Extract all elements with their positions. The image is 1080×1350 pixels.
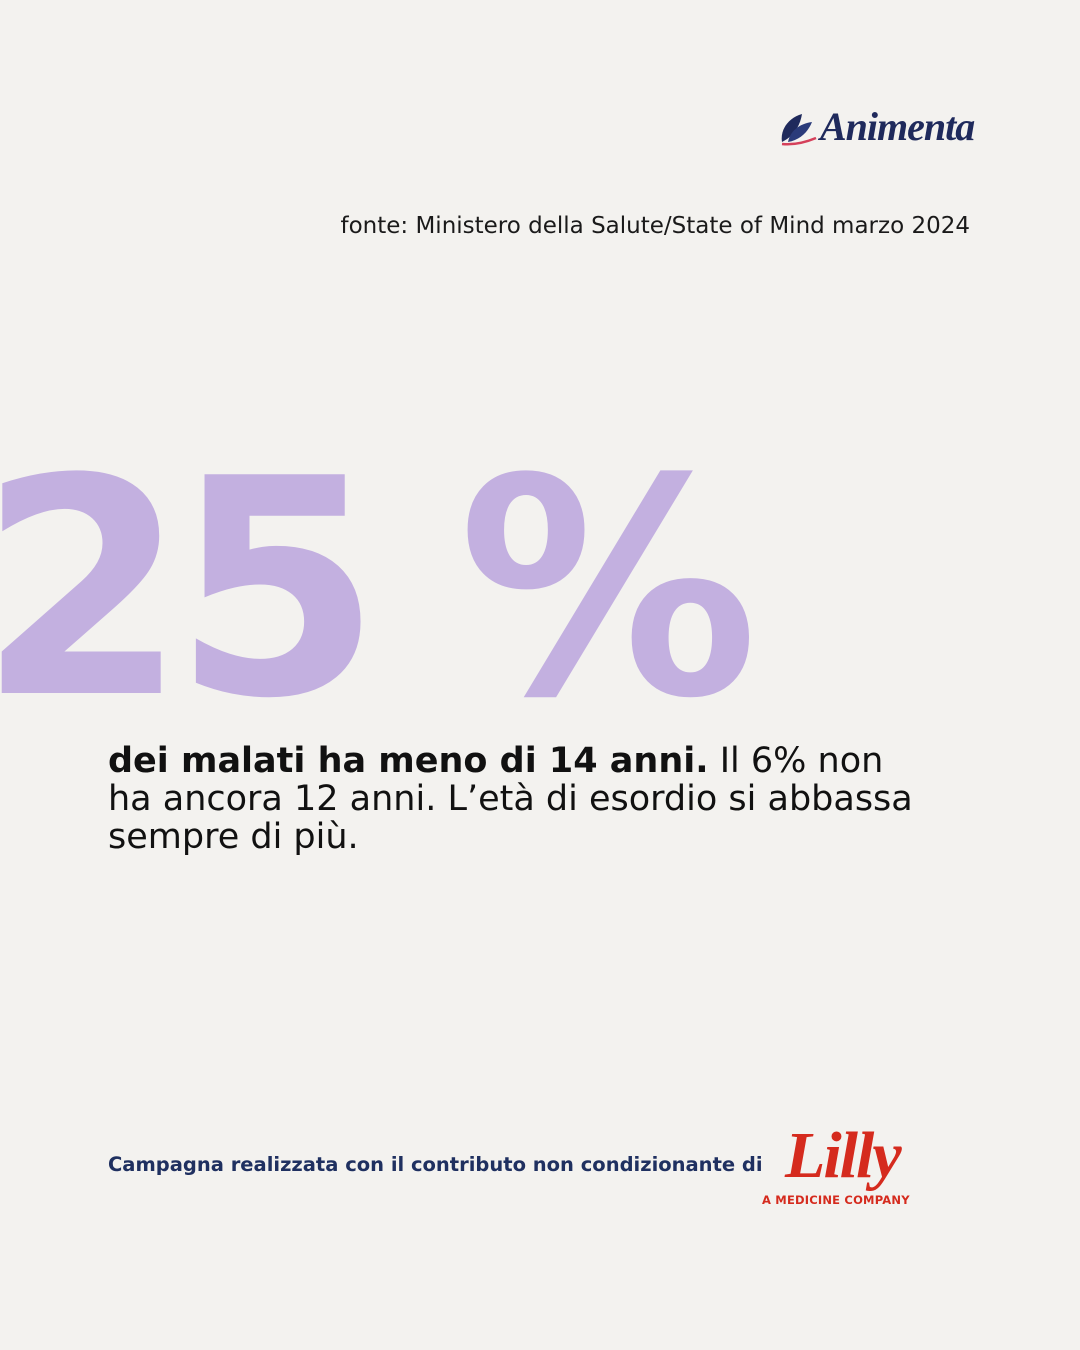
sponsor-logo: Lilly <box>785 1119 902 1192</box>
stat-description: dei malati ha meno di 14 anni. Il 6% non… <box>108 742 928 856</box>
credit: Campagna realizzata con il contributo no… <box>108 1153 763 1176</box>
source: fonte: Ministero della Salute/State of M… <box>340 213 970 239</box>
stat-value: 25 % <box>0 415 759 764</box>
stat-text: Il 6% non ha ancora 12 anni. L’età di es… <box>108 741 913 857</box>
logo: Animenta <box>820 104 975 149</box>
sponsor-tagline: A MEDICINE COMPANY <box>762 1193 910 1207</box>
logo-icon <box>781 114 817 146</box>
stat-lead: dei malati ha meno di 14 anni. <box>108 741 709 781</box>
